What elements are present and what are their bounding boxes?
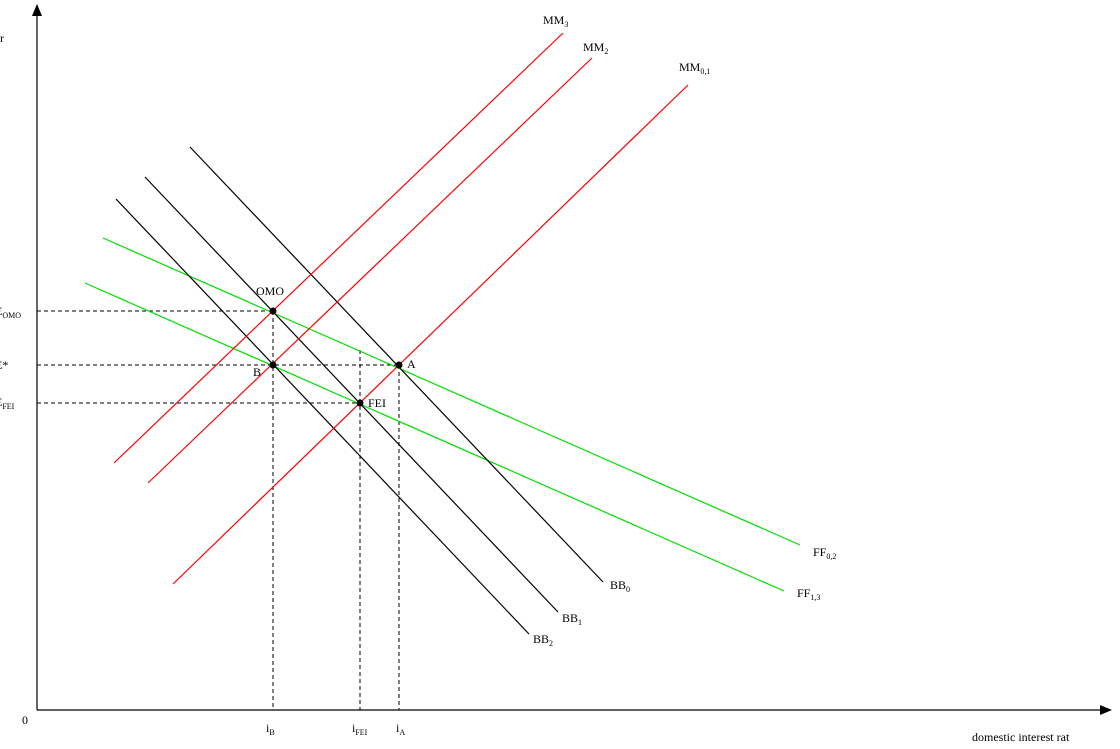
ff02-label-sub: 0,2 [826, 552, 836, 561]
ff-curves [84, 237, 801, 592]
y-tick-omo: EOMO [0, 304, 21, 320]
y-axis-label: r [0, 31, 4, 45]
axes: 0 r domestic interest rat [0, 4, 1112, 744]
equilibrium-points: OMO B A FEI [253, 284, 416, 410]
point-b-label: B [253, 365, 261, 379]
y-tick-fei: EFEI [0, 395, 15, 411]
point-b [269, 361, 277, 369]
bb2-label-base: BB [533, 632, 549, 646]
y-tick-star: E* [0, 358, 8, 372]
y-tick-star-base: E* [0, 358, 8, 372]
x-tick-fei-sub: FEI [355, 728, 367, 737]
x-tick-a-base: i [396, 721, 400, 735]
point-a-label: A [407, 357, 416, 371]
mm01-label: MM0,1 [679, 60, 710, 76]
x-tick-labels: iB iFEI iA [266, 721, 405, 737]
curve-labels: MM3 MM2 MM0,1 BB0 BB1 BB2 FF0,2 FF1,3 [533, 13, 836, 648]
ff13-curve [84, 282, 785, 592]
x-tick-fei-base: i [352, 721, 356, 735]
ff13-label-base: FF [797, 586, 811, 600]
mm3-label: MM3 [543, 13, 568, 29]
bb0-label: BB0 [610, 578, 630, 594]
ff02-curve [102, 237, 801, 546]
ff02-label-base: FF [813, 545, 827, 559]
x-axis-label: domestic interest rat [972, 730, 1070, 744]
x-tick-b-base: i [266, 721, 270, 735]
mm01-label-sub: 0,1 [700, 67, 710, 76]
y-tick-omo-base: E [0, 304, 2, 318]
mm2-label-sub: 2 [604, 47, 608, 56]
x-tick-b: iB [266, 721, 275, 737]
mm01-curve [172, 84, 689, 585]
ff02-label: FF0,2 [813, 545, 836, 561]
ff13-label-sub: 1,3 [810, 593, 820, 602]
x-tick-a: iA [396, 721, 405, 737]
x-axis-arrow [1100, 705, 1112, 715]
bb2-curve [115, 198, 530, 635]
point-a [395, 361, 403, 369]
x-tick-b-sub: B [269, 728, 274, 737]
point-omo-label: OMO [256, 284, 284, 298]
mm2-label: MM2 [583, 40, 608, 56]
mm3-label-sub: 3 [564, 20, 568, 29]
bb2-label-sub: 2 [549, 639, 553, 648]
bb1-label-sub: 1 [578, 618, 582, 627]
bb1-label-base: BB [562, 611, 578, 625]
point-omo [269, 307, 277, 315]
x-tick-fei: iFEI [352, 721, 368, 737]
y-tick-labels: EOMO E* EFEI [0, 304, 21, 411]
y-tick-fei-base: E [0, 395, 2, 409]
guide-lines [37, 310, 400, 710]
mm3-curve [113, 32, 564, 464]
y-axis-arrow [32, 4, 42, 16]
y-tick-omo-sub: OMO [2, 311, 21, 320]
x-tick-a-sub: A [399, 728, 405, 737]
mm01-label-base: MM [679, 60, 701, 74]
origin-label: 0 [22, 713, 28, 727]
ff13-label: FF1,3 [797, 586, 820, 602]
y-tick-fei-sub: FEI [2, 402, 14, 411]
point-fei [356, 399, 364, 407]
bb0-label-base: BB [610, 578, 626, 592]
bb1-curve [144, 176, 559, 613]
mm2-curve [147, 57, 593, 484]
mm3-label-base: MM [543, 13, 565, 27]
bb1-label: BB1 [562, 611, 582, 627]
mm-curves [113, 32, 689, 585]
bb2-label: BB2 [533, 632, 553, 648]
bb0-label-sub: 0 [626, 585, 630, 594]
mm2-label-base: MM [583, 40, 605, 54]
point-fei-label: FEI [368, 396, 386, 410]
